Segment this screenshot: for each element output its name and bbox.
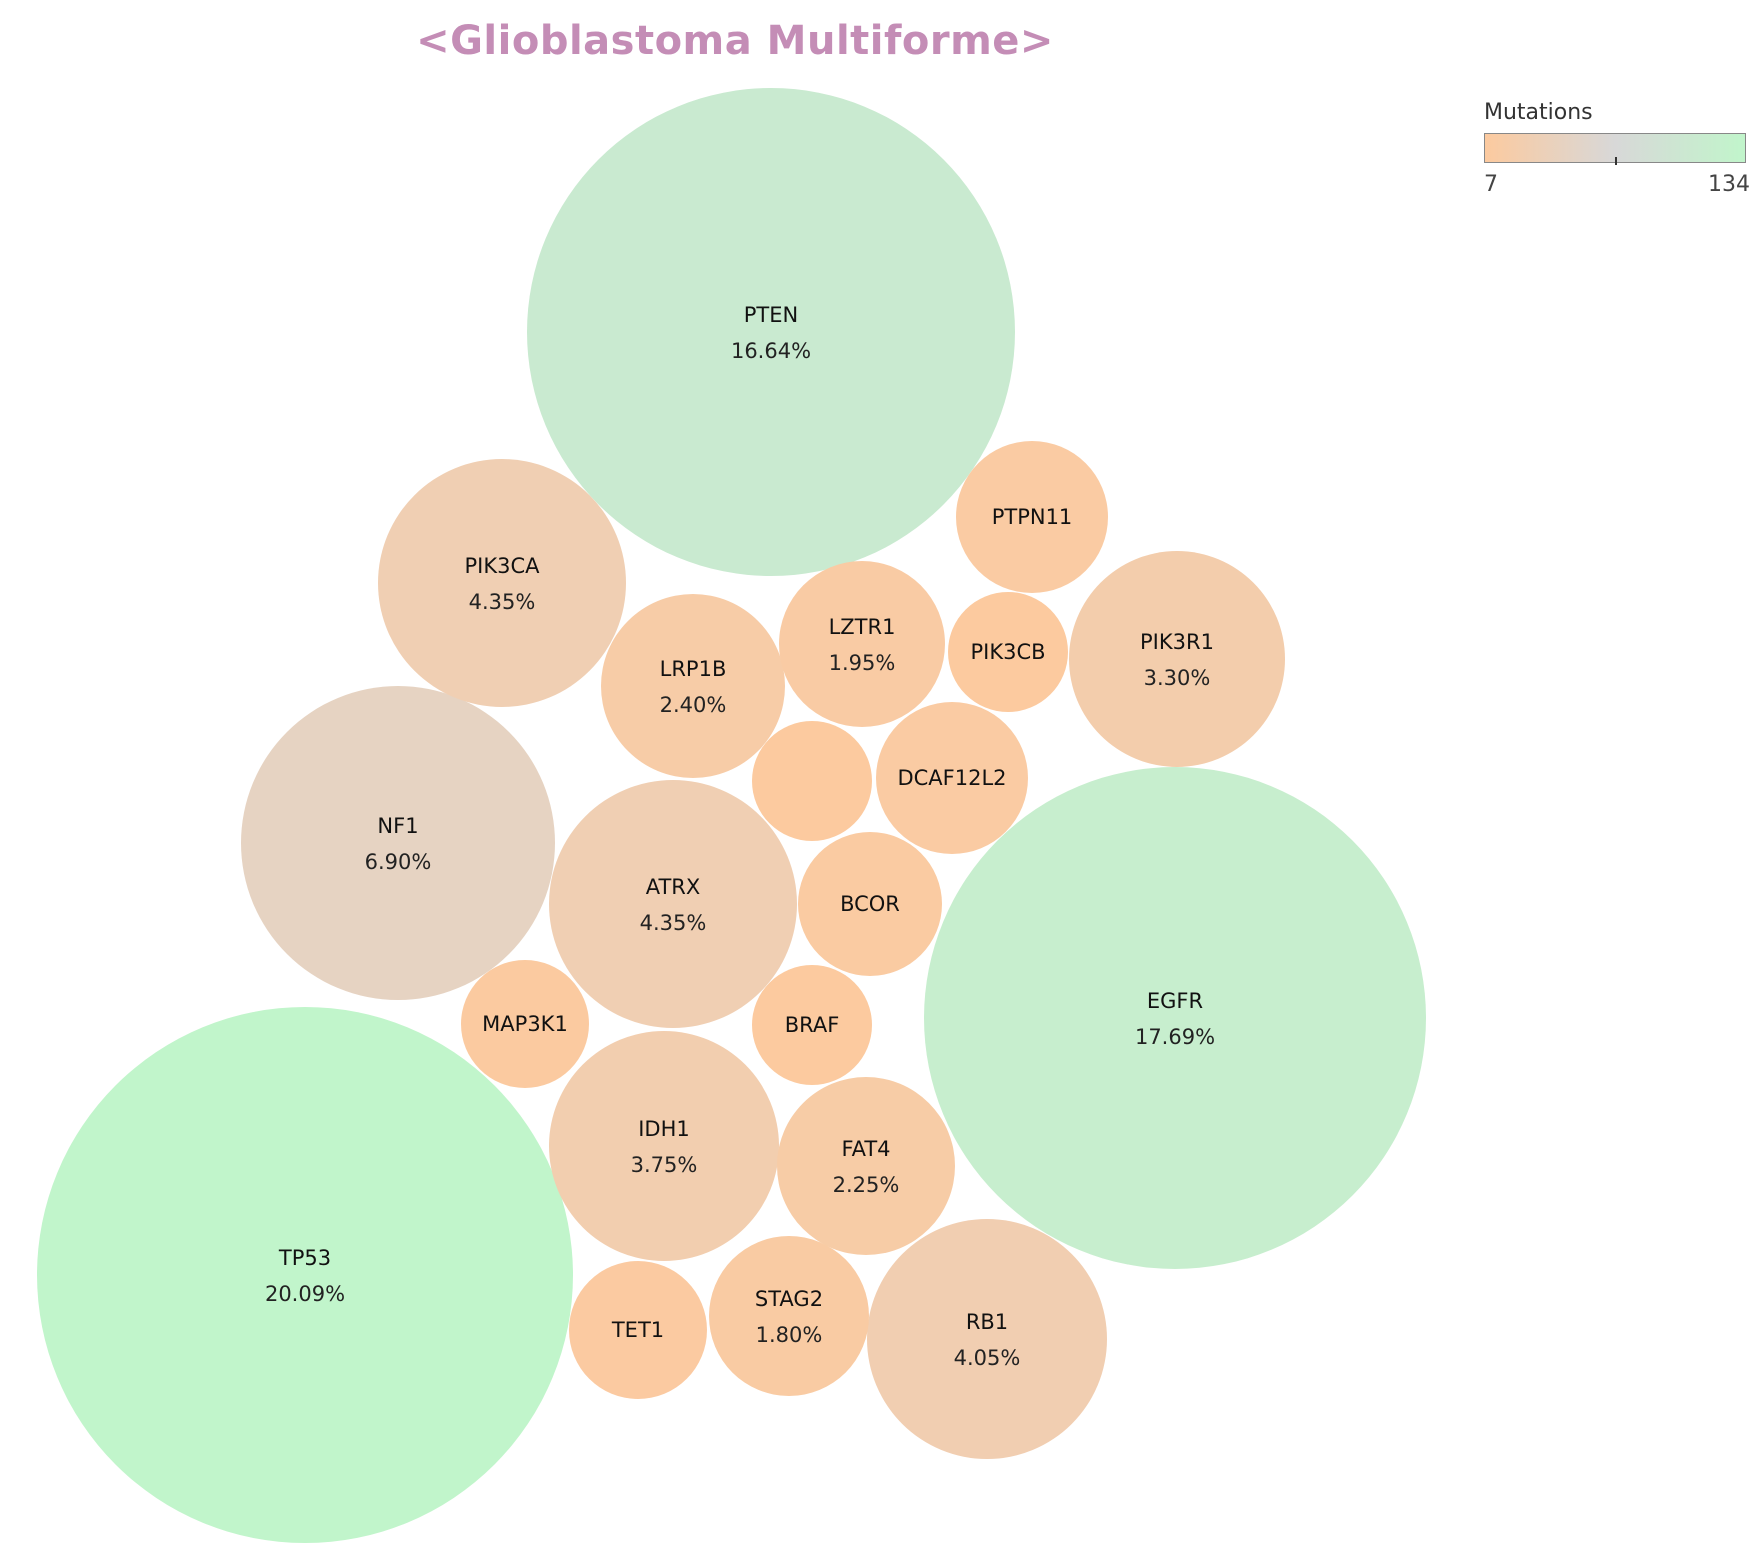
bubble-circle — [867, 1219, 1107, 1459]
bubble-rb1: RB1 4.05% — [867, 1219, 1107, 1459]
bubble-name-label: PIK3CA — [464, 554, 540, 578]
bubble-name-label: PTPN11 — [992, 505, 1073, 529]
bubble-name-label: RB1 — [966, 1310, 1008, 1334]
legend-tick — [1615, 157, 1617, 165]
bubble-name-label: BRAF — [785, 1013, 840, 1037]
bubble-name-label: PIK3CB — [970, 640, 1045, 664]
chart-title: <Glioblastoma Multiforme> — [416, 18, 1054, 64]
bubble-circle — [798, 832, 942, 976]
bubble-percent-label: 4.35% — [640, 911, 707, 935]
bubble-bcor: BCOR — [798, 832, 942, 976]
bubble-lztr1: LZTR1 1.95% — [779, 561, 945, 727]
bubble-name-label: PIK3R1 — [1140, 630, 1214, 654]
bubble-name-label: BCOR — [840, 892, 900, 916]
bubble-name-label: ATRX — [646, 875, 701, 899]
bubble-percent-label: 2.40% — [660, 693, 727, 717]
bubble-circle — [752, 965, 872, 1085]
bubble-circle — [549, 780, 797, 1028]
bubble-circle — [779, 561, 945, 727]
bubble-name-label: MAP3K1 — [482, 1012, 568, 1036]
bubble-circle — [709, 1236, 869, 1396]
bubble-map3k1: MAP3K1 — [461, 960, 589, 1088]
bubble-percent-label: 6.90% — [365, 850, 432, 874]
bubble-tp53: TP53 20.09% — [37, 1007, 573, 1543]
bubble-pten: PTEN 16.64% — [527, 88, 1015, 576]
bubble-unlabeled — [752, 721, 872, 841]
bubble-circle — [549, 1031, 779, 1261]
bubble-name-label: EGFR — [1147, 989, 1203, 1013]
bubble-percent-label: 16.64% — [731, 339, 811, 363]
bubble-braf: BRAF — [752, 965, 872, 1085]
legend-title: Mutations — [1484, 100, 1593, 125]
bubble-percent-label: 3.30% — [1144, 666, 1211, 690]
bubble-name-label: NF1 — [377, 814, 418, 838]
color-legend: Mutations 7 134 — [1484, 100, 1754, 197]
bubble-circle — [752, 721, 872, 841]
bubble-circle — [527, 88, 1015, 576]
bubble-name-label: DCAF12L2 — [897, 766, 1006, 790]
bubble-circle — [601, 594, 785, 778]
bubble-circle — [876, 702, 1028, 854]
bubble-circle — [37, 1007, 573, 1543]
bubble-percent-label: 1.80% — [756, 1323, 823, 1347]
bubble-fat4: FAT4 2.25% — [777, 1077, 955, 1255]
bubble-idh1: IDH1 3.75% — [549, 1031, 779, 1261]
bubble-dcaf12l2: DCAF12L2 — [876, 702, 1028, 854]
bubble-circle — [461, 960, 589, 1088]
bubble-name-label: PTEN — [744, 303, 798, 327]
bubble-percent-label: 4.05% — [954, 1346, 1021, 1370]
bubble-stag2: STAG2 1.80% — [709, 1236, 869, 1396]
bubble-name-label: IDH1 — [638, 1117, 690, 1141]
bubble-percent-label: 3.75% — [631, 1153, 698, 1177]
legend-gradient-bar — [1484, 133, 1746, 165]
bubble-pik3r1: PIK3R1 3.30% — [1069, 551, 1285, 767]
bubble-name-label: TET1 — [611, 1318, 664, 1342]
bubble-ptpn11: PTPN11 — [956, 441, 1108, 593]
bubble-lrp1b: LRP1B 2.40% — [601, 594, 785, 778]
bubble-name-label: LZTR1 — [829, 615, 896, 639]
legend-min-label: 7 — [1484, 172, 1498, 197]
bubble-pik3ca: PIK3CA 4.35% — [378, 459, 626, 707]
bubble-pik3cb: PIK3CB — [948, 592, 1068, 712]
bubble-circle — [569, 1261, 707, 1399]
bubble-circle — [948, 592, 1068, 712]
bubble-percent-label: 1.95% — [829, 651, 896, 675]
bubble-circle — [956, 441, 1108, 593]
bubble-percent-label: 2.25% — [833, 1173, 900, 1197]
bubble-circle — [777, 1077, 955, 1255]
legend-max-label: 134 — [1708, 172, 1750, 197]
bubble-atrx: ATRX 4.35% — [549, 780, 797, 1028]
bubble-percent-label: 4.35% — [469, 590, 536, 614]
bubble-percent-label: 20.09% — [265, 1282, 345, 1306]
bubble-circle — [378, 459, 626, 707]
bubble-name-label: TP53 — [278, 1246, 331, 1270]
bubble-percent-label: 17.69% — [1135, 1025, 1215, 1049]
bubble-name-label: FAT4 — [841, 1137, 890, 1161]
bubble-nf1: NF1 6.90% — [241, 686, 555, 1000]
bubble-egfr: EGFR 17.69% — [924, 767, 1426, 1269]
bubble-circle — [924, 767, 1426, 1269]
bubble-tet1: TET1 — [569, 1261, 707, 1399]
bubble-name-label: LRP1B — [660, 657, 727, 681]
bubble-name-label: STAG2 — [755, 1287, 823, 1311]
bubble-circle — [241, 686, 555, 1000]
bubble-circle — [1069, 551, 1285, 767]
